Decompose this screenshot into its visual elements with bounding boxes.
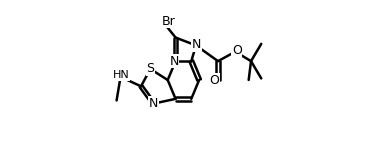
Text: S: S [147,63,154,76]
Text: Br: Br [162,15,175,28]
Text: HN: HN [113,70,130,80]
Text: O: O [232,44,242,57]
Text: O: O [209,73,219,87]
Text: N: N [169,55,179,68]
Text: N: N [149,97,158,110]
Text: N: N [192,38,202,51]
